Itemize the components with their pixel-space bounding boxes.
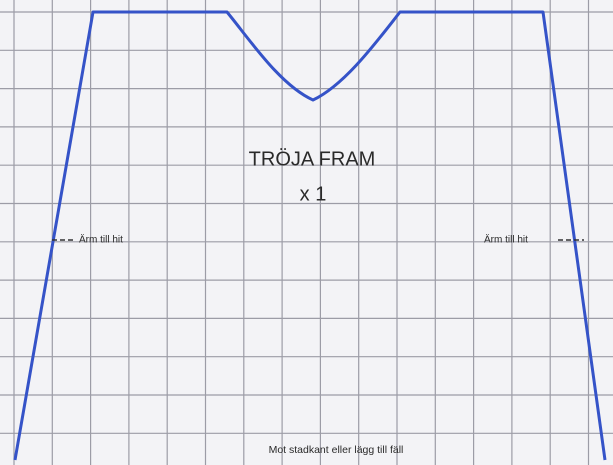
sleeve-label-left: Ärm till hit (79, 234, 123, 246)
pattern-title: TRÖJA FRAM (249, 148, 376, 170)
pattern-outline (13, 10, 607, 461)
bottom-note: Mot stadkant eller lägg till fäll (269, 444, 404, 456)
pattern-quantity: x 1 (300, 183, 327, 205)
sleeve-label-right: Ärm till hit (484, 234, 528, 246)
